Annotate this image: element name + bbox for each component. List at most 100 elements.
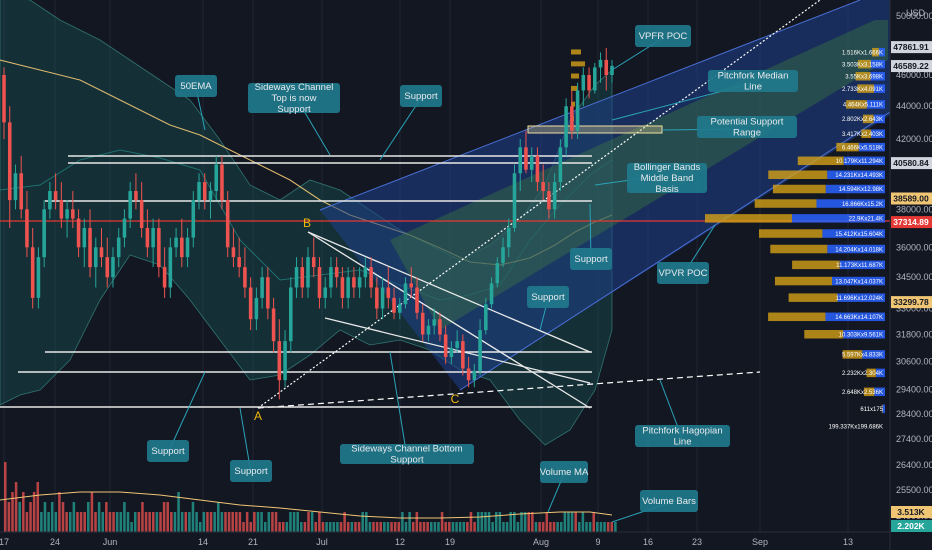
volume-profile-label: 4.464Kx5.111K: [843, 103, 883, 109]
x-tick-label: Aug: [533, 537, 549, 547]
volume-bar: [50, 502, 54, 532]
volume-bar: [339, 522, 343, 532]
candle-body: [547, 191, 551, 210]
candle-body: [19, 173, 23, 210]
candle-body: [403, 283, 408, 305]
candle-body: [535, 155, 540, 183]
annotation-text: Potential Support: [711, 117, 784, 128]
y-tick-label: 36000.00: [896, 242, 932, 252]
candle-body: [139, 200, 144, 229]
annotation-pointer: [389, 351, 408, 458]
annotation-box: [640, 490, 698, 512]
volume-bar: [527, 512, 531, 532]
volume-bar: [437, 522, 440, 532]
annotation-text: Support: [531, 292, 565, 303]
candle-body: [151, 228, 155, 248]
volume-bar: [509, 512, 512, 532]
volume-profile-label: 2.733Kx4.091K: [842, 87, 883, 93]
volume-profile-down: [863, 387, 875, 397]
annotation-box: [570, 248, 612, 270]
volume-bar: [328, 522, 332, 532]
volume-bar: [513, 512, 516, 532]
candle-body: [289, 287, 293, 342]
volume-profile-label: 15.412Kx15.604K: [835, 232, 883, 238]
candle-body: [558, 147, 563, 183]
volume-bar: [401, 512, 404, 532]
volume-bar: [94, 512, 97, 532]
volume-bar: [87, 502, 90, 532]
volume-profile-label: 199.337Kx199.686K: [829, 424, 883, 430]
candle-body: [340, 277, 345, 298]
volume-bar: [531, 512, 534, 532]
annotation-box: [635, 425, 730, 447]
price-tag-label: 40580.84: [893, 158, 929, 168]
annotation-box: [527, 286, 569, 308]
price-tag-label: 47861.91: [893, 42, 929, 52]
candle-body: [598, 59, 603, 68]
volume-bar: [365, 512, 368, 532]
price-tag-label: 33299.78: [893, 297, 929, 307]
volume-profile-label: 14.594Kx12.98K: [839, 187, 883, 193]
volume-profile-label: 14.204Kx14.018K: [835, 247, 883, 253]
annotation-volume-bars: Volume Bars: [611, 490, 698, 523]
annotation-box: [230, 460, 272, 482]
x-tick-label: Sep: [752, 537, 768, 547]
candle-body: [111, 257, 115, 278]
y-tick-label: 29400.00: [896, 385, 932, 395]
volume-bar: [296, 512, 299, 532]
volume-bar: [361, 512, 364, 532]
annotation-text: Volume MA: [540, 467, 589, 478]
candle-body: [581, 75, 586, 91]
volume-bar: [300, 522, 303, 532]
annotation-box: [657, 262, 709, 284]
annotation-text: Support: [574, 254, 608, 265]
candle-body: [409, 283, 414, 288]
volume-bar: [97, 502, 101, 532]
volume-bar: [325, 522, 328, 532]
volume-bar: [119, 512, 123, 532]
candle-body: [346, 277, 350, 298]
annotation-text: Bollinger Bands: [634, 162, 701, 173]
volume-bar: [422, 522, 426, 532]
candle-body: [214, 164, 219, 192]
volume-bar: [552, 522, 556, 532]
volume-profile-label: 611x175: [860, 407, 883, 413]
volume-bar: [379, 522, 382, 532]
candle-body: [484, 304, 488, 331]
volume-bar: [473, 522, 476, 532]
candle-body: [220, 164, 224, 201]
candle-body: [48, 191, 52, 210]
annotation-text: Middle Band: [641, 173, 694, 184]
price-tags: 47861.91 46589.22 40580.84 38589.00 37314.89…: [891, 41, 932, 309]
volume-profile-label: 2.802Kx2.643K: [842, 117, 883, 123]
volume-bar: [466, 522, 469, 532]
volume-bar: [484, 512, 487, 532]
annotation-text: Line: [744, 82, 762, 93]
volume-bar: [614, 522, 617, 532]
candle-body: [495, 263, 500, 284]
volume-bar: [433, 522, 437, 532]
volume-bar: [256, 512, 260, 532]
candle-body: [323, 287, 327, 298]
annotation-text: Support: [151, 446, 185, 457]
candle-body: [145, 228, 150, 248]
volume-bar: [184, 512, 188, 532]
volume-profile-down: [862, 114, 874, 124]
pivot-label-a: A: [254, 409, 262, 423]
x-tick-label: 24: [50, 537, 60, 547]
volume-profile-down: [866, 368, 876, 378]
volume-profile-label: 2.648Kx2.536K: [842, 390, 883, 396]
volume-tag-label: 3.513K: [897, 507, 925, 517]
volume-profile-down: [842, 350, 863, 359]
candle-body: [13, 173, 18, 201]
volume-bar: [458, 522, 462, 532]
vpfr-row: [571, 85, 577, 91]
volume-bar: [491, 522, 494, 532]
candle-body: [375, 287, 379, 309]
volume-bar: [596, 522, 599, 532]
annotation-text: Pitchfork Hagopian: [642, 426, 722, 437]
volume-bar: [408, 512, 411, 532]
volume-bar: [130, 522, 133, 532]
